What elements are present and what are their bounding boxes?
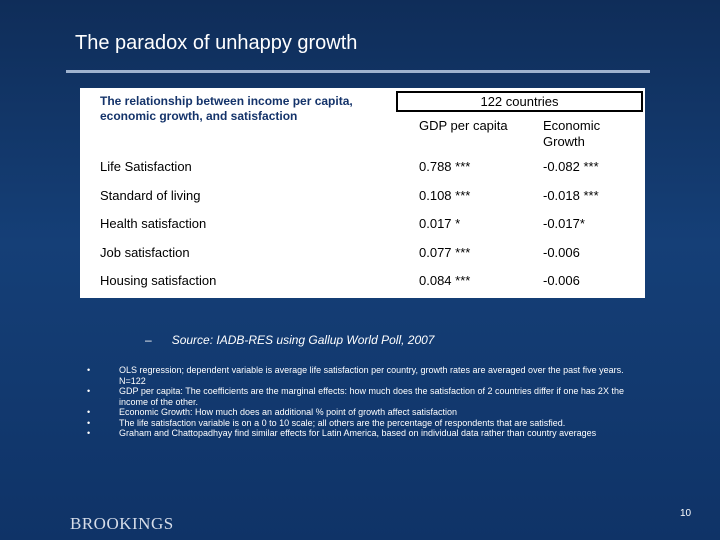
- brookings-logo: BROOKINGS: [70, 514, 174, 533]
- bullet-icon: •: [87, 386, 91, 396]
- col-header-growth: Economic Growth: [543, 118, 601, 149]
- bullet-icon: •: [87, 428, 91, 438]
- note-text: Economic Growth: How much does an additi…: [119, 407, 458, 417]
- row-label: Job satisfaction: [100, 245, 190, 260]
- table-row: Housing satisfaction 0.084 *** -0.006: [80, 273, 645, 293]
- results-table: The relationship between income per capi…: [80, 88, 645, 298]
- source-text: Source: IADB-RES using Gallup World Poll…: [171, 333, 435, 347]
- row-label: Standard of living: [100, 188, 201, 203]
- dash-marker: –: [145, 333, 152, 347]
- growth-value: -0.006: [543, 273, 580, 288]
- note-text: Graham and Chattopadhyay find similar ef…: [119, 428, 597, 438]
- slide-title: The paradox of unhappy growth: [75, 32, 358, 54]
- table-row: Life Satisfaction 0.788 *** -0.082 ***: [80, 159, 645, 179]
- table-row: Health satisfaction 0.017 * -0.017*: [80, 216, 645, 236]
- list-item: • The life satisfaction variable is on a…: [87, 418, 647, 429]
- gdp-value: 0.084 ***: [419, 273, 471, 288]
- bullet-icon: •: [87, 365, 91, 375]
- list-item: • Graham and Chattopadhyay find similar …: [87, 428, 647, 439]
- notes-list: • OLS regression; dependent variable is …: [87, 365, 647, 439]
- page-number: 10: [680, 508, 692, 519]
- growth-value: -0.006: [543, 245, 580, 260]
- note-text: OLS regression; dependent variable is av…: [119, 365, 624, 386]
- row-label: Housing satisfaction: [100, 273, 217, 288]
- col-header-gdp: GDP per capita: [419, 118, 508, 133]
- group-header: 122 countries: [396, 91, 643, 112]
- title-divider: [66, 70, 650, 73]
- row-label: Health satisfaction: [100, 216, 207, 231]
- note-text: The life satisfaction variable is on a 0…: [119, 417, 566, 428]
- list-item: • GDP per capita: The coefficients are t…: [87, 386, 647, 407]
- row-label: Life Satisfaction: [100, 159, 192, 174]
- bullet-icon: •: [87, 417, 91, 428]
- growth-value: -0.017*: [543, 216, 585, 231]
- table-row: Job satisfaction 0.077 *** -0.006: [80, 245, 645, 265]
- gdp-value: 0.077 ***: [419, 245, 471, 260]
- gdp-value: 0.017 *: [419, 216, 461, 231]
- gdp-value: 0.788 ***: [419, 159, 471, 174]
- note-text: GDP per capita: The coefficients are the…: [119, 386, 624, 407]
- gdp-value: 0.108 ***: [419, 188, 471, 203]
- list-item: • OLS regression; dependent variable is …: [87, 365, 647, 386]
- growth-value: -0.082 ***: [543, 159, 599, 174]
- source-note: – Source: IADB-RES using Gallup World Pol…: [145, 333, 434, 347]
- list-item: • Economic Growth: How much does an addi…: [87, 407, 647, 418]
- growth-value: -0.018 ***: [543, 188, 599, 203]
- table-row: Standard of living 0.108 *** -0.018 ***: [80, 188, 645, 208]
- bullet-icon: •: [87, 407, 91, 417]
- table-caption: The relationship between income per capi…: [100, 94, 353, 123]
